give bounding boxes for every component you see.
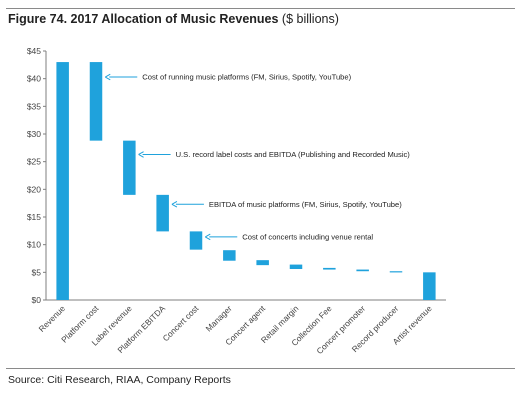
chart-title: Figure 74. 2017 Allocation of Music Reve… (8, 12, 339, 26)
x-tick-label: Concert cost (160, 303, 200, 343)
y-tick-label: $25 (27, 157, 41, 167)
bar-manager (223, 250, 236, 261)
annotation-label: U.S. record label costs and EBITDA (Publ… (176, 150, 411, 159)
x-tick-label: Manager (204, 303, 234, 333)
y-tick-label: $0 (32, 295, 42, 305)
annotation: Cost of running music platforms (FM, Sir… (105, 73, 352, 82)
y-tick-label: $45 (27, 46, 41, 56)
y-axis-ticks: $0 $5 $10 $15 $20 $25 $30 $35 $40 $45 (27, 46, 46, 305)
chart-bars (56, 62, 436, 300)
y-tick-label: $5 (32, 267, 42, 277)
y-tick-label: $30 (27, 129, 41, 139)
annotation: U.S. record label costs and EBITDA (Publ… (138, 150, 411, 159)
bar-artist-revenue (423, 272, 436, 300)
annotation-label: Cost of concerts including venue rental (242, 233, 373, 242)
annotation-arrow-head (205, 233, 211, 241)
annotation-arrow-head (105, 73, 111, 81)
bar-concert-agent (256, 260, 269, 266)
chart-axes (45, 51, 446, 301)
source-rule (6, 368, 515, 369)
annotation-label: Cost of running music platforms (FM, Sir… (142, 73, 351, 82)
y-tick-label: $15 (27, 212, 41, 222)
bar-concert-promoter (356, 269, 369, 272)
annotation: EBITDA of music platforms (FM, Sirius, S… (171, 200, 402, 209)
y-tick-label: $20 (27, 184, 41, 194)
source-note: Source: Citi Research, RIAA, Company Rep… (8, 374, 231, 386)
bar-platform-ebitda (156, 194, 169, 232)
title-rule (6, 8, 515, 9)
y-tick-label: $40 (27, 74, 41, 84)
bar-label-revenue (123, 140, 136, 195)
y-tick-label: $35 (27, 101, 41, 111)
chart-title-units: ($ billions) (278, 12, 339, 26)
annotation-arrow-head (171, 201, 178, 208)
bar-collection-fee (323, 267, 336, 270)
annotation: Cost of concerts including venue rental (205, 233, 373, 242)
chart-annotations: Cost of running music platforms (FM, Sir… (105, 73, 410, 242)
bar-platform-cost (89, 62, 103, 141)
bar-concert-cost (189, 231, 203, 250)
y-tick-label: $10 (27, 240, 41, 250)
x-tick-label: Revenue (37, 303, 68, 334)
bar-revenue (56, 62, 69, 300)
bar-record-producer (389, 271, 403, 273)
annotation-arrow-head (138, 151, 144, 158)
bar-retail-margin (289, 264, 303, 270)
chart-title-main: Figure 74. 2017 Allocation of Music Reve… (8, 12, 279, 26)
annotation-label: EBITDA of music platforms (FM, Sirius, S… (209, 200, 402, 209)
waterfall-chart: $0 $5 $10 $15 $20 $25 $30 $35 $40 $45 Cost of run… (27, 46, 446, 356)
